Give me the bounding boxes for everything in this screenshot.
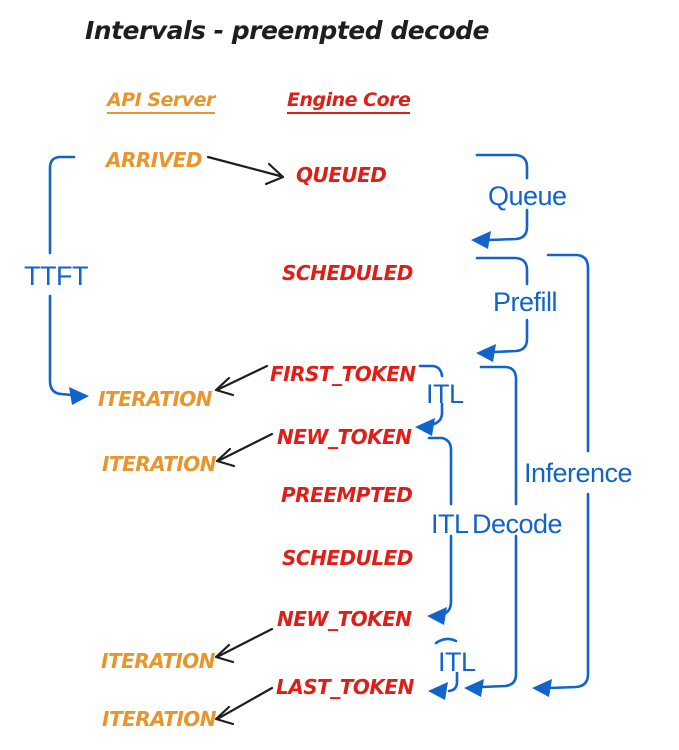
queue-bracket	[471, 153, 529, 249]
arrow-new-token2-to-iteration	[214, 627, 274, 664]
event-last-token: LAST_TOKEN	[276, 675, 414, 699]
event-iteration-3: ITERATION	[101, 649, 216, 673]
event-preempted: PREEMPTED	[281, 483, 413, 507]
interval-itl-1-label: ITL	[426, 379, 464, 409]
event-scheduled-1: SCHEDULED	[282, 261, 413, 285]
inference-bracket	[532, 253, 590, 697]
event-iteration-1: ITERATION	[98, 387, 213, 411]
itl-bracket-long	[427, 436, 453, 625]
column-header-engine-core: Engine Core	[287, 89, 411, 114]
event-iteration-4: ITERATION	[102, 707, 217, 731]
event-first-token: FIRST_TOKEN	[270, 362, 416, 386]
interval-prefill-label: Prefill	[493, 287, 558, 317]
column-header-api-server: API Server	[107, 89, 215, 114]
itl-bracket-2	[428, 637, 459, 700]
itl-bracket-1	[415, 364, 444, 436]
interval-itl-2-label: ITL	[438, 647, 476, 677]
interval-queue-label: Queue	[488, 181, 567, 211]
arrow-last-token-to-iteration	[214, 686, 274, 726]
arrow-arrived-to-queued	[206, 155, 285, 186]
page-title: Intervals - preempted decode	[85, 16, 490, 45]
event-new-token-2: NEW_TOKEN	[277, 607, 412, 631]
decode-bracket	[464, 365, 518, 697]
interval-ttft-label: TTFT	[24, 261, 88, 291]
event-arrived: ARRIVED	[106, 148, 202, 172]
event-iteration-2: ITERATION	[102, 452, 217, 476]
interval-decode-label: Decode	[472, 509, 563, 539]
event-queued: QUEUED	[296, 163, 387, 187]
prefill-bracket	[475, 256, 529, 362]
arrow-first-token-to-iteration	[214, 364, 269, 397]
event-new-token-1: NEW_TOKEN	[277, 425, 412, 449]
ttft-bracket	[48, 155, 89, 405]
interval-inference-label: Inference	[524, 458, 633, 488]
interval-itl-long-label: ITL	[431, 509, 469, 539]
arrow-new-token-to-iteration	[215, 432, 274, 468]
event-scheduled-2: SCHEDULED	[282, 546, 413, 570]
